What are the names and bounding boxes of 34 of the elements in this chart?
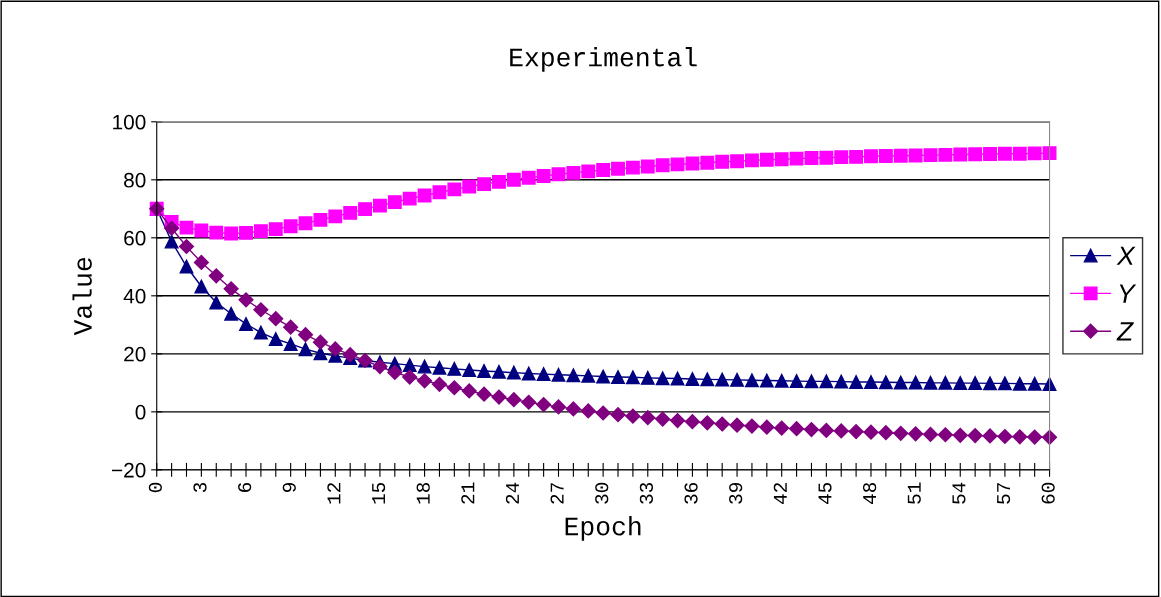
legend-label: X	[1116, 246, 1136, 265]
x-tick-label: 57	[997, 483, 1011, 504]
x-tick-label: 27	[550, 483, 564, 504]
x-tick-label: 21	[461, 482, 475, 504]
y-tick-label: 60	[124, 230, 146, 246]
legend-label: Y	[1119, 284, 1137, 303]
x-tick-label: 39	[729, 482, 743, 504]
x-tick-label: 51	[907, 482, 921, 504]
x-tick-label: 48	[863, 482, 877, 505]
x-tick-label: 15	[372, 482, 386, 504]
y-axis-title: Value	[72, 257, 92, 336]
x-tick-label: 18	[416, 482, 430, 504]
y-tick-label: 100	[113, 114, 146, 130]
x-tick-label: 9	[282, 482, 296, 492]
x-tick-label: 33	[639, 482, 653, 504]
chart-title: Experimental	[510, 47, 697, 72]
x-tick-label: 0	[148, 482, 162, 493]
x-tick-label: 30	[595, 482, 609, 504]
y-tick-label: −20	[112, 462, 146, 478]
y-tick-label: 40	[123, 288, 146, 304]
x-tick-label: 3	[193, 482, 207, 493]
x-tick-label: 24	[505, 482, 519, 504]
x-tick-label: 42	[773, 483, 787, 505]
x-tick-label: 45	[818, 482, 832, 505]
y-tick-label: 20	[124, 346, 146, 362]
y-tick-label: 80	[124, 172, 146, 188]
x-axis-title: Epoch	[565, 516, 641, 541]
x-tick-label: 54	[952, 482, 966, 504]
x-tick-label: 6	[238, 482, 252, 492]
y-tick-label: 0	[135, 404, 146, 420]
x-tick-label: 36	[684, 482, 698, 504]
legend-label: Z	[1116, 322, 1134, 341]
x-tick-label: 12	[327, 483, 341, 504]
x-tick-label: 60	[1041, 482, 1055, 504]
